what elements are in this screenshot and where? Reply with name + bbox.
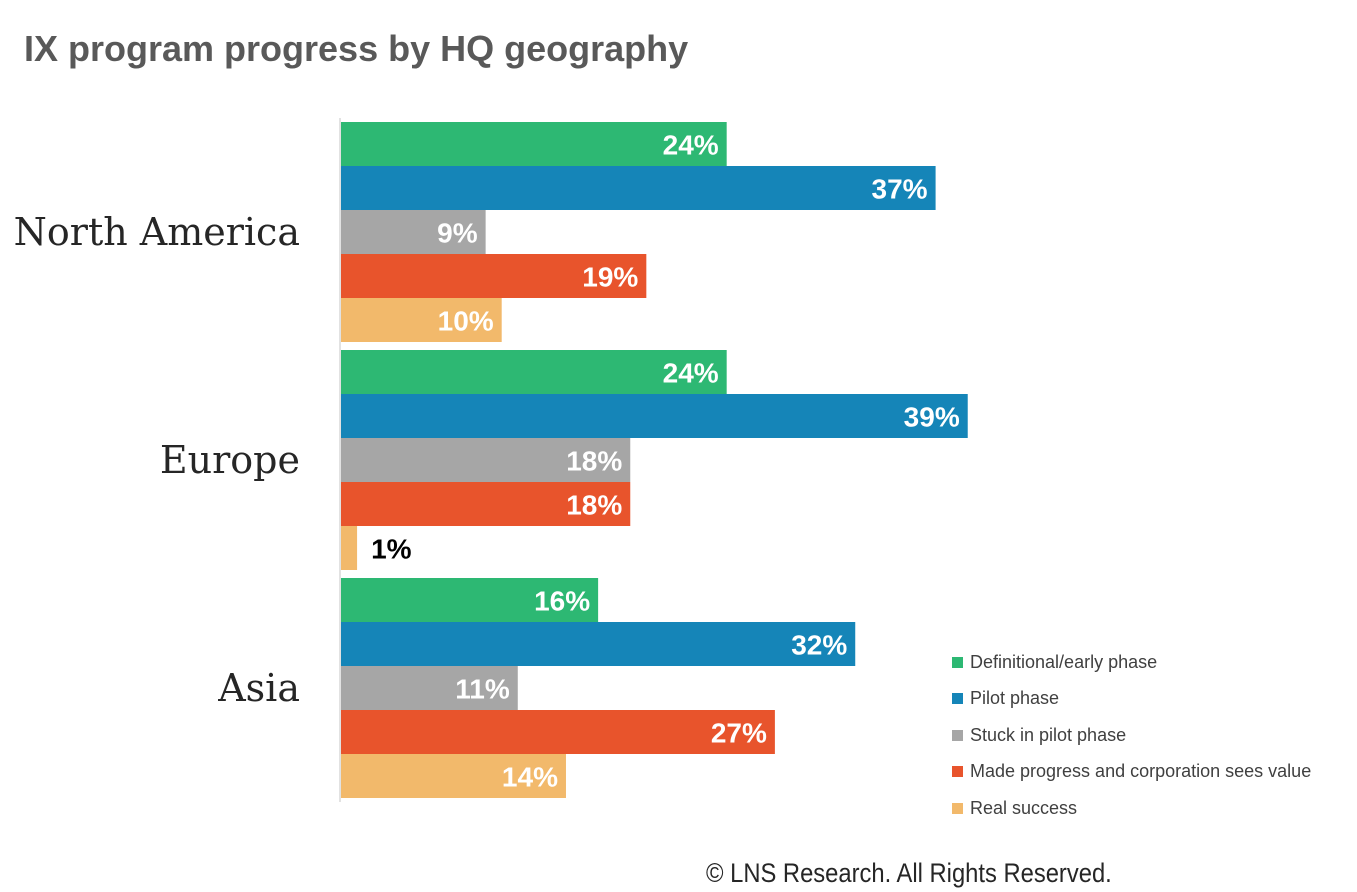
legend-label: Real success — [970, 797, 1078, 818]
bar-north-america-pilot-phase — [341, 166, 936, 210]
bar-asia-made-progress-and-corporation-sees-value — [341, 710, 775, 754]
legend-item-pilot-phase: Pilot phase — [952, 681, 1311, 718]
bar-north-america-stuck-in-pilot-phase — [341, 210, 486, 254]
bar-europe-made-progress-and-corporation-sees-value — [341, 482, 631, 526]
data-label-asia-pilot-phase: 32% — [791, 630, 847, 661]
bar-asia-real-success — [341, 754, 566, 798]
data-labels-layer: 24% 37% 9% 19% 10% 24% 39% 18% 18% 1% 16% 32% 11% 27%… — [371, 130, 960, 793]
data-label-north-america-real-success: 10% — [438, 306, 494, 337]
bar-europe-pilot-phase — [341, 394, 968, 438]
data-label-europe-pilot-phase: 39% — [904, 402, 960, 433]
legend-swatch — [952, 802, 963, 814]
data-label-europe-real-success: 1% — [371, 534, 412, 565]
legend-swatch — [952, 766, 963, 778]
copyright-notice: © LNS Research. All Rights Reserved. — [706, 858, 1112, 888]
bar-north-america-real-success — [341, 298, 502, 342]
bars-layer — [341, 122, 968, 798]
data-label-north-america-stuck-in-pilot-phase: 9% — [437, 218, 478, 249]
data-label-asia-made-progress-and-corporation-sees-value: 27% — [711, 718, 767, 749]
bar-asia-definitional-early-phase — [341, 578, 599, 622]
bar-europe-stuck-in-pilot-phase — [341, 438, 631, 482]
data-label-asia-real-success: 14% — [502, 762, 558, 793]
chart-title: IX program progress by HQ geography — [24, 28, 689, 69]
data-label-asia-definitional-early-phase: 16% — [534, 586, 590, 617]
bar-asia-pilot-phase — [341, 622, 856, 666]
legend-item-definitional-early-phase: Definitional/early phase — [952, 644, 1311, 681]
legend-label: Made progress and corporation sees value — [970, 761, 1312, 782]
bar-north-america-made-progress-and-corporation-sees-value — [341, 254, 647, 298]
category-label-europe: Europe — [160, 438, 300, 482]
bar-asia-stuck-in-pilot-phase — [341, 666, 518, 710]
data-label-europe-made-progress-and-corporation-sees-value: 18% — [566, 490, 622, 521]
bar-europe-real-success — [341, 526, 358, 570]
legend-swatch — [952, 729, 963, 741]
legend-label: Pilot phase — [970, 688, 1060, 709]
chart-legend: Definitional/early phase Pilot phase Stuck… — [952, 644, 1311, 827]
bar-europe-definitional-early-phase — [341, 350, 727, 394]
legend-label: Stuck in pilot phase — [970, 724, 1127, 745]
legend-item-stuck-in-pilot-phase: Stuck in pilot phase — [952, 717, 1311, 754]
legend-item-made-progress-and-corporation-sees-value: Made progress and corporation sees value — [952, 754, 1311, 791]
category-label-north-america: North America — [14, 210, 300, 254]
legend-swatch — [952, 693, 963, 705]
data-label-europe-definitional-early-phase: 24% — [663, 358, 719, 389]
category-label-asia: Asia — [217, 666, 300, 710]
data-label-north-america-pilot-phase: 37% — [872, 174, 928, 205]
legend-item-real-success: Real success — [952, 790, 1311, 827]
data-label-north-america-definitional-early-phase: 24% — [663, 130, 719, 161]
legend-swatch — [952, 656, 963, 668]
category-labels-layer: North America Europe Asia — [14, 210, 300, 710]
data-label-north-america-made-progress-and-corporation-sees-value: 19% — [582, 262, 638, 293]
data-label-europe-stuck-in-pilot-phase: 18% — [566, 446, 622, 477]
data-label-asia-stuck-in-pilot-phase: 11% — [455, 674, 510, 705]
legend-label: Definitional/early phase — [970, 651, 1158, 672]
bar-north-america-definitional-early-phase — [341, 122, 727, 166]
